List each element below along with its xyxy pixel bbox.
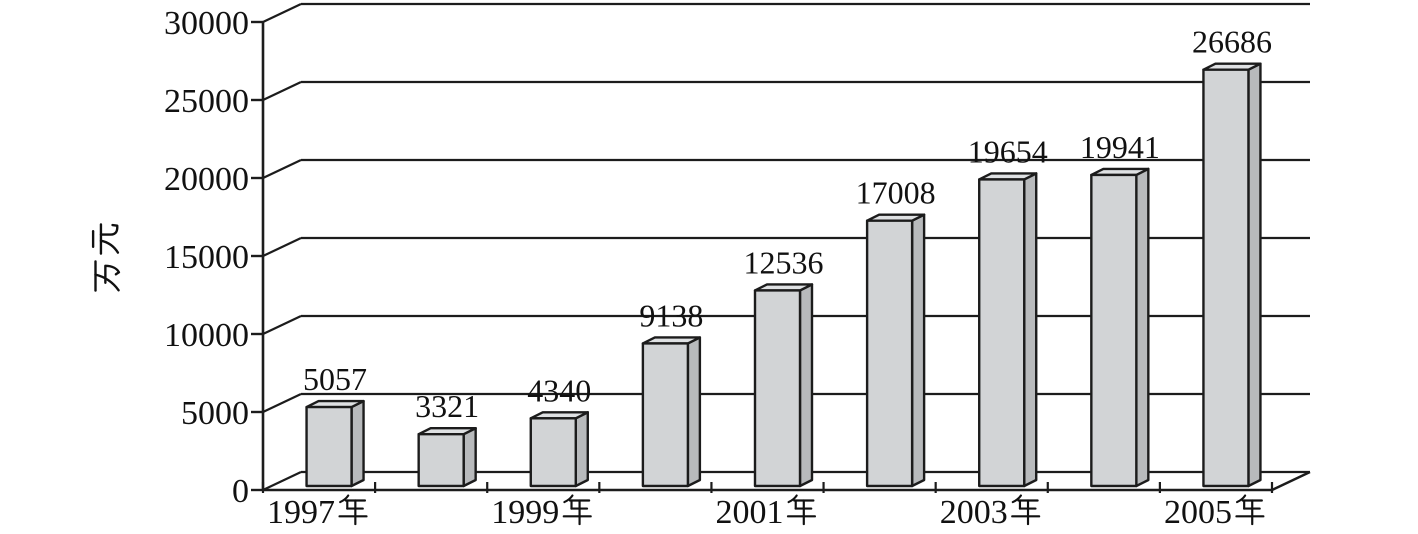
gridline-diagonal bbox=[262, 237, 302, 257]
yuan-character-glyph bbox=[91, 223, 120, 255]
bar-value-label-1998: 3321 bbox=[415, 388, 479, 424]
x-axis-label-year: 2005 bbox=[1164, 494, 1232, 531]
wan-character-glyph bbox=[94, 260, 121, 292]
y-axis-title bbox=[91, 223, 121, 292]
bar-2005 bbox=[1202, 62, 1262, 488]
bar-value-label-2004: 19941 bbox=[1080, 129, 1160, 165]
gridline-diagonal bbox=[262, 393, 302, 413]
nian-character-glyph bbox=[1011, 494, 1041, 526]
bar-1998 bbox=[417, 426, 477, 488]
bar-side-face bbox=[350, 399, 365, 488]
bar-1997 bbox=[305, 399, 365, 488]
bar-value-label-2000: 9138 bbox=[639, 297, 703, 333]
bar-value-label-1999: 4340 bbox=[527, 372, 591, 408]
bar-side-face bbox=[686, 336, 702, 488]
bar-value-label-1997: 5057 bbox=[303, 361, 367, 397]
x-axis-label-year: 1997 bbox=[267, 494, 335, 531]
bar-front-face bbox=[417, 432, 465, 488]
nian-character-glyph bbox=[1235, 494, 1265, 526]
gridline-diagonal bbox=[262, 3, 302, 23]
nian-character-glyph bbox=[786, 494, 817, 526]
bar-side-face bbox=[910, 213, 926, 488]
bar-2004 bbox=[1090, 167, 1150, 488]
bar-front-face bbox=[641, 342, 690, 488]
bar-2003 bbox=[978, 172, 1038, 488]
bar-side-face bbox=[1247, 62, 1262, 488]
bar-front-face bbox=[1090, 173, 1138, 488]
x-axis-label-year: 1999 bbox=[491, 494, 559, 531]
y-tick-label-0: 0 bbox=[232, 473, 249, 510]
bar-front-face bbox=[753, 289, 802, 488]
y-tick-label-10000: 10000 bbox=[164, 317, 249, 354]
bar-2000 bbox=[641, 336, 702, 488]
y-tick-label-30000: 30000 bbox=[164, 5, 249, 42]
bar-value-label-2005: 26686 bbox=[1192, 24, 1272, 60]
bar-2002 bbox=[865, 213, 926, 488]
bar-side-face bbox=[798, 283, 814, 488]
bars bbox=[305, 62, 1262, 488]
gridline-diagonal bbox=[262, 471, 302, 491]
y-tick-label-25000: 25000 bbox=[164, 83, 249, 120]
bar-side-face bbox=[1023, 172, 1038, 488]
bar-front-face bbox=[1202, 68, 1250, 488]
bar-side-face bbox=[462, 426, 477, 488]
y-tick-label-5000: 5000 bbox=[181, 395, 249, 432]
nian-character-glyph bbox=[562, 494, 592, 526]
bar-side-face bbox=[574, 411, 589, 488]
bar-value-label-2002: 17008 bbox=[856, 175, 936, 211]
x-axis-label-year: 2001 bbox=[716, 494, 784, 531]
bar-2001 bbox=[753, 283, 814, 488]
bar-front-face bbox=[978, 178, 1026, 488]
y-tick-label-20000: 20000 bbox=[164, 161, 249, 198]
x-axis-label-1997: 1997 bbox=[267, 494, 368, 531]
gridline-diagonal bbox=[262, 81, 302, 101]
x-axis-label-2001: 2001 bbox=[716, 494, 817, 531]
y-tick-label-15000: 15000 bbox=[164, 239, 249, 276]
gridline-diagonal bbox=[262, 315, 302, 335]
x-axis-label-2005: 2005 bbox=[1164, 494, 1265, 531]
bar-value-label-2003: 19654 bbox=[968, 133, 1048, 169]
bar-front-face bbox=[305, 405, 353, 488]
floor-right-edge bbox=[1271, 470, 1311, 492]
bar-1999 bbox=[529, 411, 589, 488]
x-axis-label-1999: 1999 bbox=[491, 494, 592, 531]
x-axis-label-2003: 2003 bbox=[940, 494, 1041, 531]
gridline-diagonal bbox=[262, 159, 302, 179]
bar-value-label-2001: 12536 bbox=[744, 244, 824, 280]
x-axis-label-year: 2003 bbox=[940, 494, 1008, 531]
nian-character-glyph bbox=[338, 494, 368, 526]
bar-front-face bbox=[865, 219, 914, 488]
bar-front-face bbox=[529, 417, 577, 488]
bar-side-face bbox=[1135, 167, 1150, 488]
